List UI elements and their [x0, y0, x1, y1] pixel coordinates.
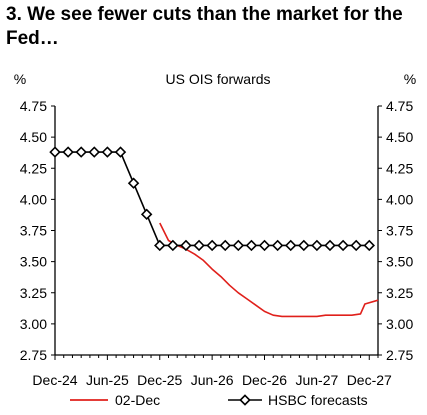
x-tick-label: Dec-27: [347, 372, 392, 388]
right-y-tick-label: 3.00: [386, 316, 413, 332]
hsbc-forecast-point: [167, 239, 179, 252]
hsbc-forecast-point: [311, 239, 323, 252]
series-layer: [49, 146, 379, 318]
hsbc-forecast-point: [258, 239, 271, 252]
hsbc-forecast-point: [127, 177, 140, 189]
chart-subtitle: US OIS forwards: [165, 71, 270, 87]
left-y-tick-label: 4.50: [20, 129, 47, 145]
hsbc-forecast-point: [75, 146, 87, 158]
legend-label-hsbc: HSBC forecasts: [268, 392, 368, 408]
hsbc-forecast-point: [245, 239, 258, 252]
right-y-tick-label: 3.50: [386, 254, 413, 270]
left-y-tick-label: 3.75: [20, 223, 47, 239]
hsbc-forecast-point: [62, 146, 74, 158]
x-tick-label: Jun-25: [86, 372, 129, 388]
left-y-tick-label: 4.75: [20, 98, 47, 114]
x-tick-label: Jun-27: [295, 372, 338, 388]
x-tick-label: Dec-25: [137, 372, 182, 388]
hsbc-forecast-point: [219, 239, 231, 252]
hsbc-forecast-point: [140, 208, 153, 221]
hsbc-forecast-point: [49, 146, 61, 158]
hsbc-forecast-point: [180, 239, 192, 252]
hsbc-forecast-point: [350, 239, 362, 252]
legend-marker-hsbc: [239, 394, 251, 406]
series-line-hsbc: [55, 151, 370, 247]
right-y-tick-label: 4.75: [386, 98, 413, 114]
chart-title: 3. We see fewer cuts than the market for…: [6, 4, 403, 49]
left-y-tick-label: 2.75: [20, 347, 47, 363]
right-y-tick-label: 4.25: [386, 160, 413, 176]
left-y-tick-label: 4.00: [20, 191, 47, 207]
left-axis-unit: %: [14, 71, 26, 87]
hsbc-forecast-point: [193, 239, 205, 252]
right-axis-unit: %: [404, 71, 416, 87]
legend-label-market: 02-Dec: [115, 392, 160, 408]
left-y-tick-label: 4.25: [20, 160, 47, 176]
hsbc-forecast-point: [324, 239, 336, 252]
x-tick-label: Jun-26: [191, 372, 234, 388]
hsbc-forecast-point: [206, 239, 218, 252]
left-y-tick-label: 3.25: [20, 285, 47, 301]
hsbc-forecast-point: [114, 146, 127, 158]
hsbc-forecast-point: [88, 146, 101, 158]
axes: 4.75 4.75 4.50 4.50 4.25 4.25 4.00 4.00 3.75 3.75…: [20, 98, 414, 388]
legend: 02-Dec HSBC forecasts: [70, 392, 368, 408]
right-y-tick-label: 4.50: [386, 129, 413, 145]
x-tick-label: Dec-26: [242, 372, 287, 388]
hsbc-forecast-point: [101, 146, 114, 158]
hsbc-forecast-point: [232, 239, 245, 252]
right-y-tick-label: 2.75: [386, 347, 413, 363]
hsbc-forecast-point: [154, 239, 166, 252]
x-tick-label: Dec-24: [32, 372, 77, 388]
hsbc-forecast-point: [337, 239, 349, 252]
left-y-tick-label: 3.50: [20, 254, 47, 270]
right-y-tick-label: 3.25: [386, 285, 413, 301]
right-y-tick-label: 4.00: [386, 191, 413, 207]
series-line-market: [159, 222, 379, 318]
hsbc-forecast-point: [271, 239, 284, 252]
hsbc-forecast-point: [284, 239, 297, 252]
right-y-tick-label: 3.75: [386, 223, 413, 239]
hsbc-forecast-point: [363, 239, 376, 252]
hsbc-forecast-point: [298, 239, 310, 252]
left-y-tick-label: 3.00: [20, 316, 47, 332]
